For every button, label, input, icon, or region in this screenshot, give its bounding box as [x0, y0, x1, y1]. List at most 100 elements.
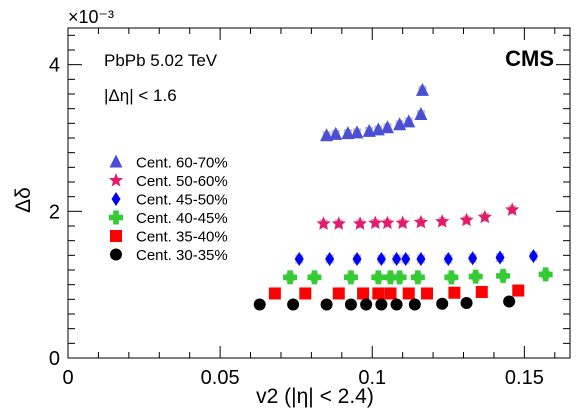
series-cent-45-50- [294, 249, 538, 266]
data-point [294, 252, 304, 266]
experiment-label: CMS [505, 46, 554, 71]
data-point [410, 270, 425, 285]
data-point [528, 249, 538, 264]
data-point [352, 252, 362, 266]
data-point [357, 287, 370, 300]
data-point [320, 298, 333, 311]
data-point [268, 287, 281, 300]
data-point [343, 270, 358, 285]
y-tick-label: 0 [49, 348, 60, 370]
data-point [316, 216, 331, 230]
data-point [468, 269, 483, 284]
legend: Cent. 60-70%Cent. 50-60%Cent. 45-50%Cent… [108, 154, 228, 264]
data-point [299, 287, 312, 300]
data-point [332, 287, 345, 300]
legend-item: Cent. 45-50% [111, 192, 228, 209]
legend-marker [109, 210, 123, 225]
data-point [352, 216, 368, 230]
legend-marker [110, 230, 122, 242]
data-point [503, 295, 516, 308]
data-point [401, 252, 411, 266]
data-point [443, 252, 453, 266]
x-axis-title: v2 (|η| < 2.4) [256, 385, 374, 408]
data-point [475, 286, 488, 298]
data-point [444, 270, 459, 285]
data-point [371, 270, 386, 285]
y-tick-label: 4 [49, 55, 60, 77]
series-cent-60-70- [320, 82, 429, 142]
data-point [384, 287, 397, 300]
data-point [375, 298, 388, 311]
data-point [283, 270, 298, 285]
x-tick-label: 0.1 [358, 367, 386, 389]
y-axis-title: Δδ [12, 187, 35, 213]
data-point [538, 267, 553, 282]
data-point [362, 123, 376, 137]
data-point [414, 107, 428, 121]
y-multiplier: ×10⁻³ [68, 7, 114, 27]
data-point [307, 270, 322, 285]
legend-item: Cent. 35-40% [110, 229, 228, 246]
data-point [371, 122, 385, 136]
plot-frame [67, 27, 571, 359]
data-point [325, 252, 335, 266]
x-tick-label: 0 [62, 367, 73, 389]
data-point [331, 216, 346, 230]
data-point [416, 252, 426, 266]
data-point [350, 125, 364, 139]
data-point [372, 287, 385, 300]
data-point [253, 298, 266, 311]
data-point [421, 287, 434, 300]
legend-label: Cent. 45-50% [136, 192, 228, 209]
legend-item: Cent. 30-35% [110, 247, 228, 264]
data-point [460, 297, 473, 309]
series-cent-35-40- [268, 284, 525, 300]
data-point [468, 251, 478, 266]
legend-item: Cent. 60-70% [109, 154, 228, 172]
data-point [395, 215, 410, 230]
series-cent-30-35- [253, 295, 516, 311]
data-point [512, 284, 525, 297]
legend-label: Cent. 35-40% [136, 229, 228, 246]
data-point [392, 252, 402, 266]
data-point [415, 82, 429, 96]
data-point [329, 126, 343, 140]
data-point [459, 212, 474, 227]
data-point [376, 252, 386, 266]
data-point [344, 298, 357, 311]
data-point [505, 202, 520, 216]
annotation-collision: PbPb 5.02 TeV [104, 51, 218, 70]
data-point [477, 209, 492, 224]
data-point [287, 298, 300, 311]
legend-marker [108, 173, 124, 187]
data-point [380, 120, 394, 134]
data-point [448, 286, 461, 299]
data-point [368, 215, 383, 230]
annotation-eta-gap: |Δη| < 1.6 [104, 86, 177, 105]
data-point [380, 215, 395, 230]
legend-marker [110, 248, 122, 261]
data-point [496, 268, 511, 283]
data-point [402, 114, 416, 128]
data-point [435, 214, 450, 228]
series-cent-50-60- [316, 202, 520, 230]
data-point [390, 298, 403, 311]
x-tick-label: 0.15 [505, 367, 544, 389]
legend-label: Cent. 30-35% [136, 247, 228, 264]
y-tick-label: 2 [49, 201, 60, 223]
data-point [408, 298, 421, 311]
legend-label: Cent. 40-45% [136, 210, 228, 227]
data-point [402, 287, 415, 300]
x-tick-label: 0.05 [201, 367, 240, 389]
legend-marker [109, 154, 123, 168]
legend-label: Cent. 50-60% [136, 173, 228, 190]
data-point [392, 270, 407, 285]
legend-marker [111, 192, 121, 206]
data-point [341, 126, 355, 140]
legend-label: Cent. 60-70% [136, 155, 228, 172]
data-point [320, 128, 334, 142]
data-point [360, 298, 373, 311]
data-point [413, 214, 429, 229]
legend-item: Cent. 50-60% [108, 173, 228, 190]
data-point [436, 297, 449, 310]
